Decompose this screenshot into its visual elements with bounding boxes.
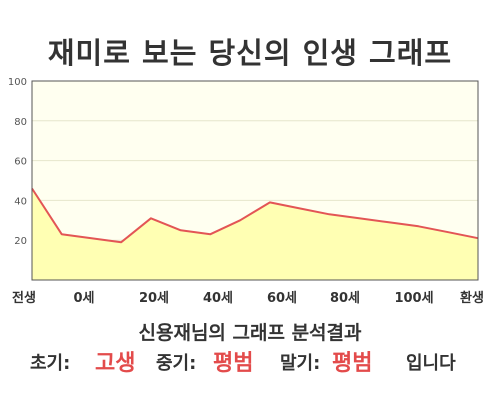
x-tick-label: 0세 <box>73 291 94 306</box>
x-tick-label: 40세 <box>203 291 233 306</box>
x-tick-label: 20세 <box>139 291 169 306</box>
analysis-caption: 신용재님의 그래프 분석결과 <box>138 322 362 344</box>
x-tick-label: 환생 <box>460 290 484 306</box>
x-tick-label: 60세 <box>267 291 297 306</box>
y-tick-label: 100 <box>8 77 27 88</box>
y-tick-label: 60 <box>14 157 27 168</box>
y-tick-label: 40 <box>14 196 27 207</box>
y-tick-label: 80 <box>14 117 27 128</box>
x-tick-label: 전생 <box>12 290 36 306</box>
result-suffix: 입니다 <box>406 353 456 374</box>
plot-frame <box>31 80 479 281</box>
series-area <box>32 188 478 280</box>
page-title: 재미로 보는 당신의 인생 그래프 <box>47 36 453 70</box>
y-tick-label: 20 <box>14 236 27 247</box>
early-label: 초기: <box>30 353 71 374</box>
x-tick-label: 100세 <box>394 291 433 306</box>
middle-value: 평범 <box>213 351 254 376</box>
x-axis: 전생 0세 20세 40세 60세 80세 100세 환생 <box>12 290 484 306</box>
series-line <box>31 187 479 244</box>
x-tick-label: 80세 <box>330 291 360 306</box>
late-label: 말기: <box>280 353 321 374</box>
middle-label: 중기: <box>156 353 197 374</box>
early-value: 고생 <box>95 351 136 376</box>
life-graph-chart: 20 40 60 80 100 전생 0세 20세 40세 60세 80세 100세 환생 <box>8 77 484 306</box>
late-value: 평범 <box>332 351 373 376</box>
y-axis: 20 40 60 80 100 <box>8 77 27 247</box>
